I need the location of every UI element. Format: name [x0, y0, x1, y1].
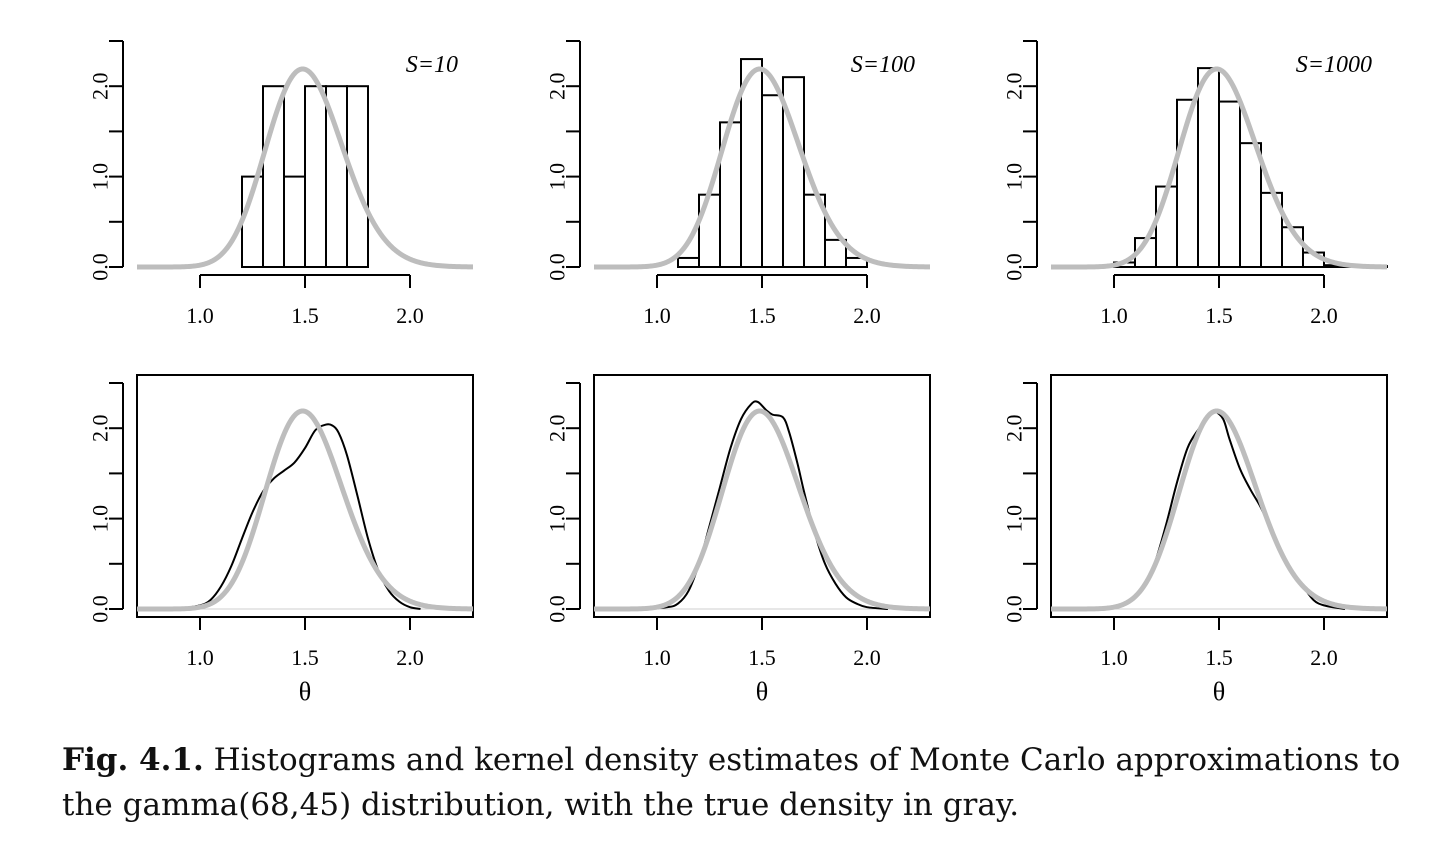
y-tick-label: 2.0 [1002, 414, 1027, 442]
sample-size-label: S=100 [851, 52, 915, 78]
y-tick-label: 0.0 [545, 253, 570, 281]
x-tick-label: 2.0 [396, 303, 424, 328]
histogram-bar [1197, 67, 1220, 269]
x-tick-label: 2.0 [853, 303, 881, 328]
x-axis-label: θ [756, 677, 768, 706]
histogram-bar [698, 193, 721, 268]
kde-line [646, 400, 889, 610]
x-tick-label: 2.0 [1310, 645, 1338, 670]
y-tick-label: 2.0 [545, 72, 570, 100]
y-tick-label: 0.0 [88, 253, 113, 281]
x-tick-label: 1.0 [186, 303, 214, 328]
true-density-line [136, 408, 474, 612]
caption-text: Histograms and kernel density estimates … [62, 742, 1401, 823]
plot-frame [593, 374, 931, 618]
histogram-bar [262, 85, 285, 268]
y-tick-label: 0.0 [545, 595, 570, 623]
x-tick-label: 1.5 [748, 645, 776, 670]
x-tick-label: 1.0 [1100, 645, 1128, 670]
x-tick-label: 1.5 [291, 645, 319, 670]
x-tick-label: 1.5 [291, 303, 319, 328]
sample-size-label: S=10 [406, 52, 458, 78]
y-tick-label: 0.0 [1002, 253, 1027, 281]
plot-frame [136, 374, 474, 618]
y-tick-label: 2.0 [88, 414, 113, 442]
histogram-bar [677, 256, 700, 268]
kde-line [1103, 410, 1346, 610]
histogram-bar [1239, 142, 1262, 268]
y-tick-label: 1.0 [88, 505, 113, 533]
x-axis-label: θ [1213, 677, 1225, 706]
y-tick-label: 0.0 [1002, 595, 1027, 623]
x-tick-label: 2.0 [396, 645, 424, 670]
panel-bottom-3: 0.0 1.0 2.0 1.0 1.5 2.0 θ [1002, 374, 1388, 706]
true-density-line [136, 66, 474, 270]
x-tick-label: 1.5 [748, 303, 776, 328]
x-tick-label: 1.0 [643, 303, 671, 328]
caption-label: Fig. 4.1. [62, 742, 204, 778]
histogram-bar [761, 94, 784, 268]
panel-top-3: 0.0 1.0 2.0 1.0 1.5 2.0 S=1000 [1002, 40, 1388, 328]
true-density-line [593, 408, 931, 612]
plot-frame [1050, 374, 1388, 618]
panel-bottom-1: 0.0 1.0 2.0 1.0 1.5 2.0 θ [88, 374, 474, 706]
x-tick-label: 2.0 [1310, 303, 1338, 328]
sample-size-label: S=1000 [1296, 52, 1372, 78]
x-tick-label: 1.5 [1205, 645, 1233, 670]
x-tick-label: 1.0 [643, 645, 671, 670]
figure-caption: Fig. 4.1. Histograms and kernel density … [62, 738, 1422, 828]
y-tick-label: 1.0 [88, 163, 113, 191]
true-density-line [593, 66, 931, 270]
histogram-bar [824, 238, 847, 269]
x-tick-label: 1.0 [186, 645, 214, 670]
x-tick-label: 2.0 [853, 645, 881, 670]
histogram-bar [346, 85, 369, 268]
x-tick-label: 1.5 [1205, 303, 1233, 328]
x-axis-label: θ [299, 677, 311, 706]
y-tick-label: 0.0 [88, 595, 113, 623]
y-tick-label: 2.0 [88, 72, 113, 100]
panel-top-2: 0.0 1.0 2.0 1.0 1.5 2.0 S=100 [545, 40, 931, 328]
y-tick-label: 1.0 [545, 505, 570, 533]
y-tick-label: 1.0 [1002, 505, 1027, 533]
y-tick-label: 1.0 [1002, 163, 1027, 191]
x-tick-label: 1.0 [1100, 303, 1128, 328]
panel-top-1: 0.0 1.0 2.0 1.0 1.5 2.0 S=10 [88, 40, 474, 328]
histogram-bar [1218, 100, 1241, 269]
histogram-bar [845, 256, 868, 268]
histogram-bar [782, 76, 805, 268]
panel-bottom-2: 0.0 1.0 2.0 1.0 1.5 2.0 θ [545, 374, 931, 706]
y-tick-label: 2.0 [545, 414, 570, 442]
histogram-bar [304, 85, 327, 268]
histogram-bar [283, 175, 306, 269]
true-density-line [1050, 66, 1388, 270]
y-tick-label: 2.0 [1002, 72, 1027, 100]
y-tick-label: 1.0 [545, 163, 570, 191]
true-density-line [1050, 408, 1388, 612]
